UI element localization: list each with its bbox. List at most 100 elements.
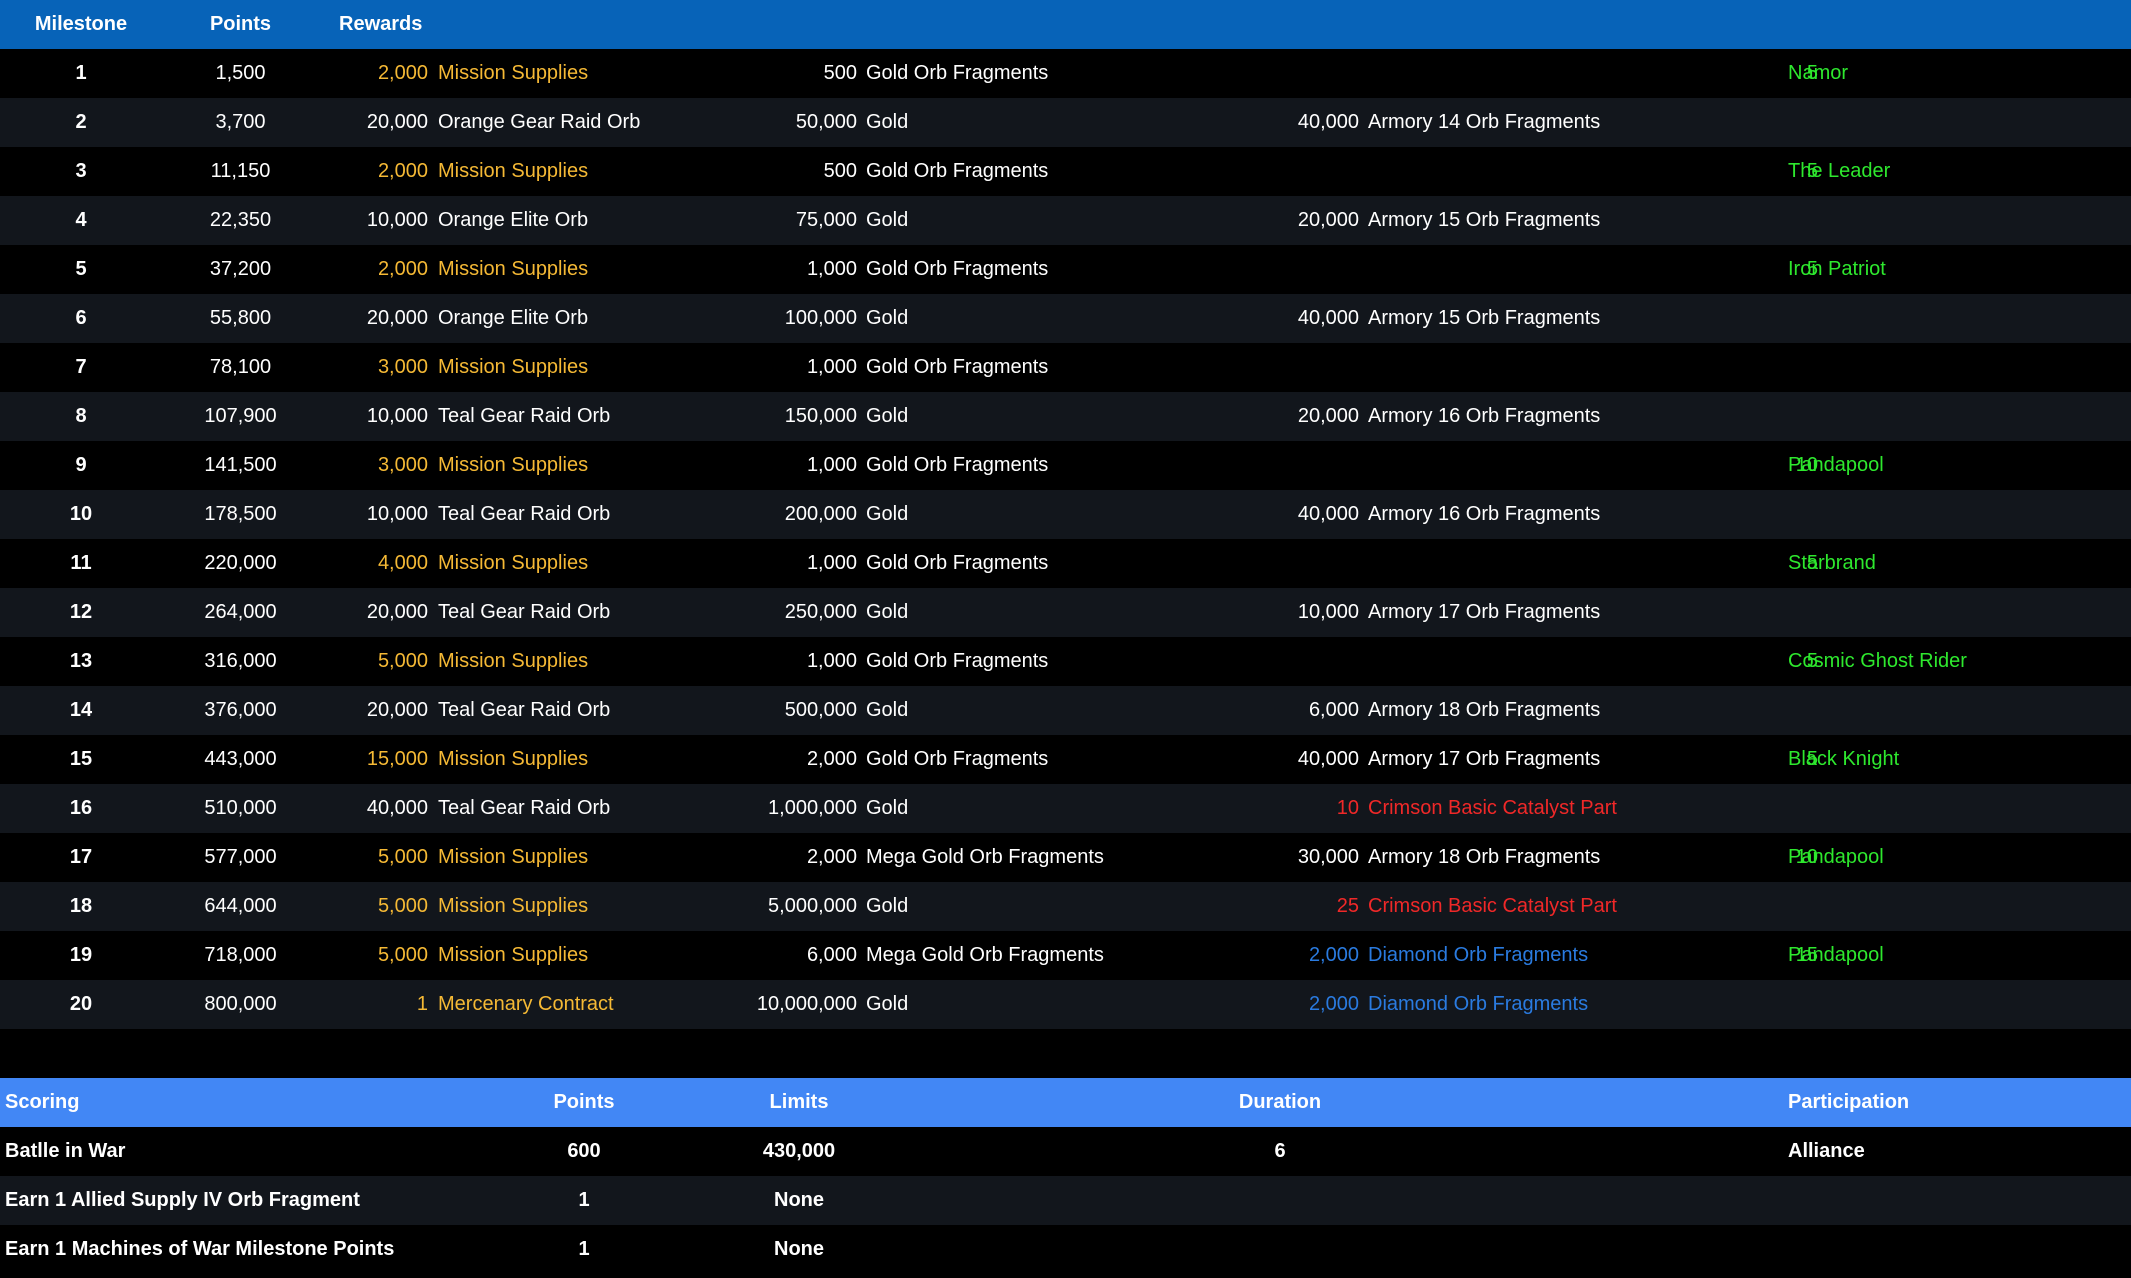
- reward-quantity: 40,000: [1297, 307, 1359, 329]
- reward-name: Pandapool: [1788, 454, 1884, 476]
- reward-name: Diamond Orb Fragments: [1368, 993, 1589, 1015]
- reward-quantity: 4,000: [377, 552, 428, 574]
- reward-quantity: 5,000: [377, 846, 428, 868]
- header-scoring-points: Points: [553, 1091, 615, 1113]
- milestone-number: 14: [69, 699, 93, 721]
- reward-name: Mission Supplies: [438, 552, 589, 574]
- reward-name: Mission Supplies: [438, 944, 589, 966]
- reward-name: Mega Gold Orb Fragments: [866, 846, 1104, 868]
- scoring-limits: None: [774, 1189, 824, 1211]
- reward-quantity: 5: [1806, 62, 1818, 84]
- scoring-table-body: Batlle in War 600 430,000 6 Alliance Earn 1 A…: [0, 1127, 2131, 1274]
- milestone-points: 78,100: [209, 356, 272, 378]
- reward-name: Gold: [866, 111, 909, 133]
- milestone-row: 3 11,150 2,000 Mission Supplies 500 Gold Orb …: [0, 147, 2131, 196]
- reward-name: Gold Orb Fragments: [866, 552, 1049, 574]
- reward-name: The Leader: [1788, 160, 1891, 182]
- milestone-row: 19 718,000 5,000 Mission Supplies 6,000 Mega …: [0, 931, 2131, 980]
- milestone-row: 9 141,500 3,000 Mission Supplies 1,000 Gold O…: [0, 441, 2131, 490]
- reward-quantity: 10: [1795, 846, 1818, 868]
- reward-quantity: 2,000: [377, 258, 428, 280]
- milestone-row: 11 220,000 4,000 Mission Supplies 1,000 Gold …: [0, 539, 2131, 588]
- milestone-row: 13 316,000 5,000 Mission Supplies 1,000 Gold …: [0, 637, 2131, 686]
- milestone-number: 1: [75, 62, 87, 84]
- scoring-duration: 6: [1274, 1140, 1286, 1162]
- reward-name: Pandapool: [1788, 944, 1884, 966]
- reward-quantity: 5: [1806, 552, 1818, 574]
- reward-quantity: 6,000: [1308, 699, 1359, 721]
- milestone-row: 1 1,500 2,000 Mission Supplies 500 Gold Orb F…: [0, 49, 2131, 98]
- milestone-points: 376,000: [204, 699, 277, 721]
- reward-name: Gold: [866, 405, 909, 427]
- milestone-row: 4 22,350 10,000 Orange Elite Orb 75,000 Gold 2…: [0, 196, 2131, 245]
- reward-name: Gold: [866, 895, 909, 917]
- reward-name: Namor: [1788, 62, 1849, 84]
- reward-name: Crimson Basic Catalyst Part: [1368, 895, 1617, 917]
- reward-name: Iron Patriot: [1788, 258, 1886, 280]
- milestone-number: 13: [69, 650, 93, 672]
- milestone-row: 7 78,100 3,000 Mission Supplies 1,000 Gold Or…: [0, 343, 2131, 392]
- reward-name: Cosmic Ghost Rider: [1788, 650, 1967, 672]
- milestone-points: 443,000: [204, 748, 277, 770]
- reward-quantity: 2,000: [377, 160, 428, 182]
- scoring-table-header: Scoring Points Limits Duration Participa…: [0, 1078, 2131, 1127]
- reward-name: Armory 17 Orb Fragments: [1368, 601, 1601, 623]
- milestone-row: 18 644,000 5,000 Mission Supplies 5,000,000 G…: [0, 882, 2131, 931]
- milestone-points: 316,000: [204, 650, 277, 672]
- reward-quantity: 5: [1806, 258, 1818, 280]
- milestone-row: 17 577,000 5,000 Mission Supplies 2,000 Mega …: [0, 833, 2131, 882]
- reward-quantity: 3,000: [377, 356, 428, 378]
- reward-name: Teal Gear Raid Orb: [438, 405, 611, 427]
- milestone-number: 10: [69, 503, 93, 525]
- milestone-row: 14 376,000 20,000 Teal Gear Raid Orb 500,000…: [0, 686, 2131, 735]
- reward-name: Armory 18 Orb Fragments: [1368, 846, 1601, 868]
- reward-quantity: 20,000: [366, 307, 428, 329]
- scoring-row: Earn 1 Machines of War Milestone Points 1…: [0, 1225, 2131, 1274]
- milestone-number: 20: [69, 993, 93, 1015]
- milestone-points: 11,150: [210, 160, 271, 182]
- reward-quantity: 1,000: [806, 356, 857, 378]
- reward-quantity: 40,000: [1297, 748, 1359, 770]
- reward-name: Gold Orb Fragments: [866, 62, 1049, 84]
- scoring-activity: Earn 1 Machines of War Milestone Points: [5, 1238, 395, 1260]
- reward-name: Gold: [866, 993, 909, 1015]
- header-limits: Limits: [769, 1091, 829, 1113]
- milestone-points: 22,350: [209, 209, 272, 231]
- milestone-number: 18: [69, 895, 93, 917]
- reward-name: Armory 16 Orb Fragments: [1368, 503, 1601, 525]
- reward-quantity: 500,000: [784, 699, 857, 721]
- reward-name: Gold Orb Fragments: [866, 356, 1049, 378]
- reward-quantity: 250,000: [784, 601, 857, 623]
- reward-quantity: 40,000: [366, 797, 428, 819]
- milestone-points: 107,900: [204, 405, 277, 427]
- reward-quantity: 500: [823, 62, 857, 84]
- milestone-number: 17: [69, 846, 93, 868]
- reward-quantity: 30,000: [1297, 846, 1359, 868]
- milestone-table-body: 1 1,500 2,000 Mission Supplies 500 Gold Orb F…: [0, 49, 2131, 1029]
- reward-name: Teal Gear Raid Orb: [438, 503, 611, 525]
- reward-quantity: 15: [1795, 944, 1818, 966]
- reward-name: Armory 14 Orb Fragments: [1368, 111, 1601, 133]
- reward-quantity: 2,000: [806, 748, 857, 770]
- reward-quantity: 5,000: [377, 895, 428, 917]
- milestone-points: 264,000: [204, 601, 277, 623]
- milestone-points: 1,500: [215, 62, 266, 84]
- milestone-number: 6: [75, 307, 87, 329]
- milestone-row: 12 264,000 20,000 Teal Gear Raid Orb 250,000…: [0, 588, 2131, 637]
- scoring-points: 1: [578, 1189, 590, 1211]
- reward-quantity: 1: [416, 993, 428, 1015]
- milestone-row: 6 55,800 20,000 Orange Elite Orb 100,000 Gold…: [0, 294, 2131, 343]
- reward-name: Gold Orb Fragments: [866, 258, 1049, 280]
- milestone-number: 9: [75, 454, 87, 476]
- reward-name: Orange Gear Raid Orb: [438, 111, 641, 133]
- milestone-points: 178,500: [204, 503, 277, 525]
- reward-name: Gold Orb Fragments: [866, 748, 1049, 770]
- milestone-row: 16 510,000 40,000 Teal Gear Raid Orb 1,000,0…: [0, 784, 2131, 833]
- milestone-points: 220,000: [204, 552, 277, 574]
- reward-name: Black Knight: [1788, 748, 1900, 770]
- reward-quantity: 10,000: [366, 405, 428, 427]
- reward-quantity: 100,000: [784, 307, 857, 329]
- milestone-number: 3: [75, 160, 87, 182]
- reward-name: Armory 18 Orb Fragments: [1368, 699, 1601, 721]
- reward-quantity: 5,000: [377, 944, 428, 966]
